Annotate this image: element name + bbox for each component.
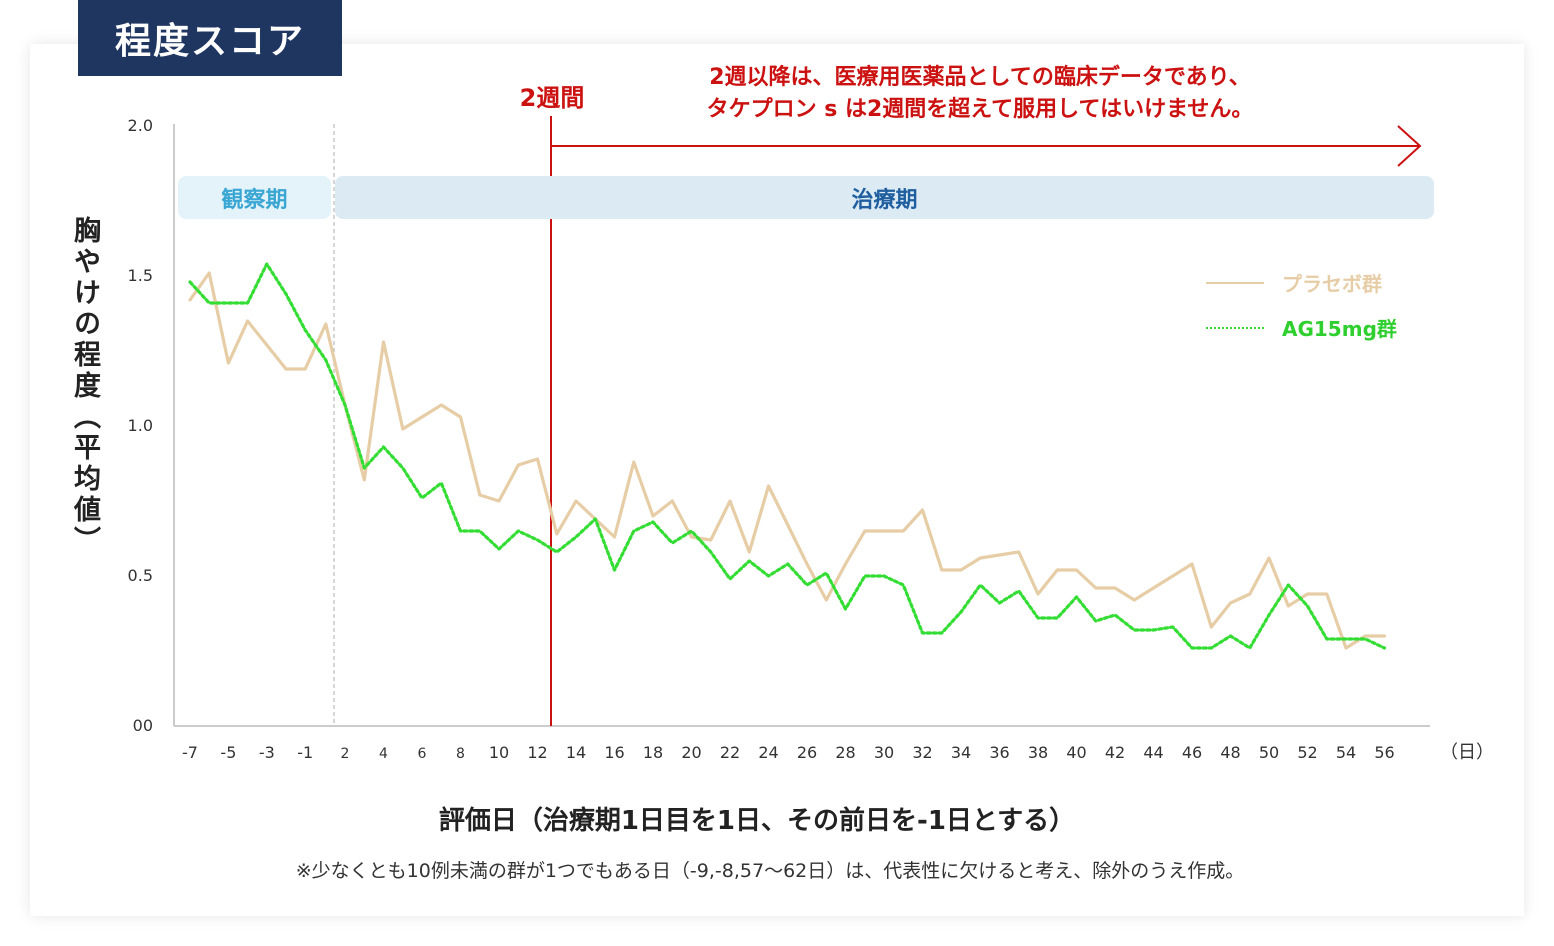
x-tick-label: 22 [720,743,740,762]
y-tick-label: 1.5 [128,266,153,285]
y-tick-label: 1.0 [128,416,153,435]
x-tick-label: 20 [681,743,701,762]
chart-title-tab: 程度スコア [78,0,342,76]
x-tick-label: 34 [951,743,971,762]
y-tick-label: 2.0 [128,116,153,135]
x-tick-label: 46 [1182,743,1202,762]
x-tick-label: 50 [1259,743,1279,762]
clinical-notice: 2週以降は、医療用医薬品としての臨床データであり、 タケプロン s は2週間を超… [600,62,1360,126]
x-tick-label: 16 [604,743,624,762]
legend-item-ag15: AG15mg群 [1206,313,1397,342]
x-tick-label: 6 [418,746,427,762]
x-tick-label: 4 [379,746,388,762]
x-tick-label: 26 [797,743,817,762]
clinical-notice-line2: タケプロン s は2週間を超えて服用してはいけません。 [706,97,1254,122]
x-tick-label: 10 [489,743,509,762]
clinical-notice-line1: 2週以降は、医療用医薬品としての臨床データであり、 [709,65,1251,90]
legend-swatch-ag15 [1206,326,1264,329]
x-tick-label: -3 [259,743,275,762]
legend-label-ag15: AG15mg群 [1282,317,1397,341]
legend-label-placebo: プラセボ群 [1282,272,1382,296]
y-tick-label: 00 [133,716,153,735]
x-tick-label: 28 [835,743,855,762]
x-tick-label: 56 [1374,743,1394,762]
x-tick-label: 24 [758,743,778,762]
x-tick-label: 18 [643,743,663,762]
x-tick-label: -5 [220,743,236,762]
y-axis-label: 胸やけの程度（平均値） [69,216,100,557]
treatment-period-band: 治療期 [335,176,1434,219]
legend-swatch-placebo [1206,281,1264,284]
x-tick-label: 2 [341,746,350,762]
x-tick-label: 44 [1143,743,1163,762]
x-tick-label: 38 [1028,743,1048,762]
x-axis-label: 評価日（治療期1日目を1日、その前日を-1日とする） [438,806,1076,836]
x-tick-label: 12 [527,743,547,762]
observation-period-band: 観察期 [178,176,331,219]
x-tick-label: -7 [182,743,198,762]
x-tick-label: 54 [1336,743,1356,762]
two-week-marker-label: 2週間 [519,84,585,112]
x-tick-label: 14 [566,743,586,762]
x-tick-label: 40 [1066,743,1086,762]
legend-item-placebo: プラセボ群 [1206,268,1382,297]
x-tick-label: 32 [912,743,932,762]
post-two-week-arrow-head [1397,125,1422,167]
x-tick-label: 8 [456,746,465,762]
footnote: ※少なくとも10例未満の群が1つでもある日（-9,-8,57〜62日）は、代表性… [295,860,1245,882]
x-tick-label: -1 [297,743,313,762]
x-tick-label: 48 [1220,743,1240,762]
x-axis-unit: （日） [1440,742,1494,763]
x-tick-label: 30 [874,743,894,762]
x-tick-label: 42 [1105,743,1125,762]
x-tick-label: 52 [1297,743,1317,762]
x-tick-label: 36 [989,743,1009,762]
y-tick-label: 0.5 [128,566,153,585]
